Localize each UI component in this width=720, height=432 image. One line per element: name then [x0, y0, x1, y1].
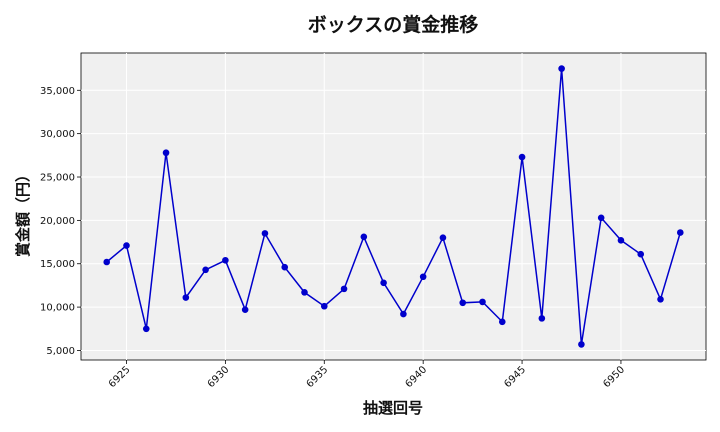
data-point — [558, 65, 565, 72]
data-point — [301, 289, 308, 296]
data-point — [459, 299, 467, 307]
data-point — [261, 230, 269, 237]
data-point — [162, 149, 170, 157]
data-point — [380, 279, 387, 287]
data-point — [320, 302, 328, 310]
grid-lines — [81, 53, 706, 360]
data-point — [498, 318, 506, 326]
y-tick-label: 5,000 — [46, 346, 75, 357]
data-point — [222, 256, 229, 264]
data-points — [103, 65, 684, 348]
y-tick-label: 10,000 — [40, 303, 75, 314]
data-point — [676, 229, 684, 236]
data-point — [637, 250, 645, 258]
x-tick-label: 6940 — [404, 364, 430, 390]
data-point — [439, 234, 447, 242]
data-point — [142, 325, 150, 333]
y-tick-label: 25,000 — [40, 173, 75, 184]
x-axis-label: 抽選回号 — [363, 399, 423, 417]
x-axis-ticks: 6925 6930 6935 6940 6945 6950 — [107, 360, 627, 390]
series-line — [106, 68, 682, 345]
data-point — [400, 310, 407, 318]
y-axis-label: 賞金額（円） — [14, 167, 32, 257]
data-point — [182, 294, 190, 301]
data-point — [419, 273, 427, 281]
x-tick-label: 6925 — [107, 364, 133, 390]
y-tick-label: 35,000 — [40, 86, 75, 97]
x-tick-label: 6930 — [206, 364, 232, 390]
y-tick-label: 20,000 — [40, 216, 75, 227]
x-tick-label: 6945 — [502, 364, 528, 390]
data-point — [123, 242, 130, 249]
y-axis-ticks: 5,000 10,000 15,000 20,000 25,000 30,000 35,00… — [40, 86, 81, 357]
data-point — [340, 285, 348, 293]
y-tick-label: 30,000 — [40, 129, 75, 140]
x-tick-label: 6950 — [601, 364, 627, 390]
data-point — [657, 295, 664, 303]
data-point — [103, 258, 111, 266]
data-point — [597, 214, 605, 222]
data-point — [538, 315, 546, 322]
plot-area — [80, 52, 707, 361]
x-tick-label: 6935 — [305, 364, 331, 390]
data-point — [202, 266, 209, 274]
data-point — [617, 237, 625, 244]
data-point — [518, 153, 526, 161]
data-point — [578, 341, 585, 348]
data-point — [360, 233, 368, 241]
data-point — [241, 306, 249, 314]
data-point — [281, 263, 289, 271]
y-tick-label: 15,000 — [40, 259, 75, 270]
chart-title: ボックスの賞金推移 — [308, 13, 478, 36]
data-point — [479, 298, 486, 306]
